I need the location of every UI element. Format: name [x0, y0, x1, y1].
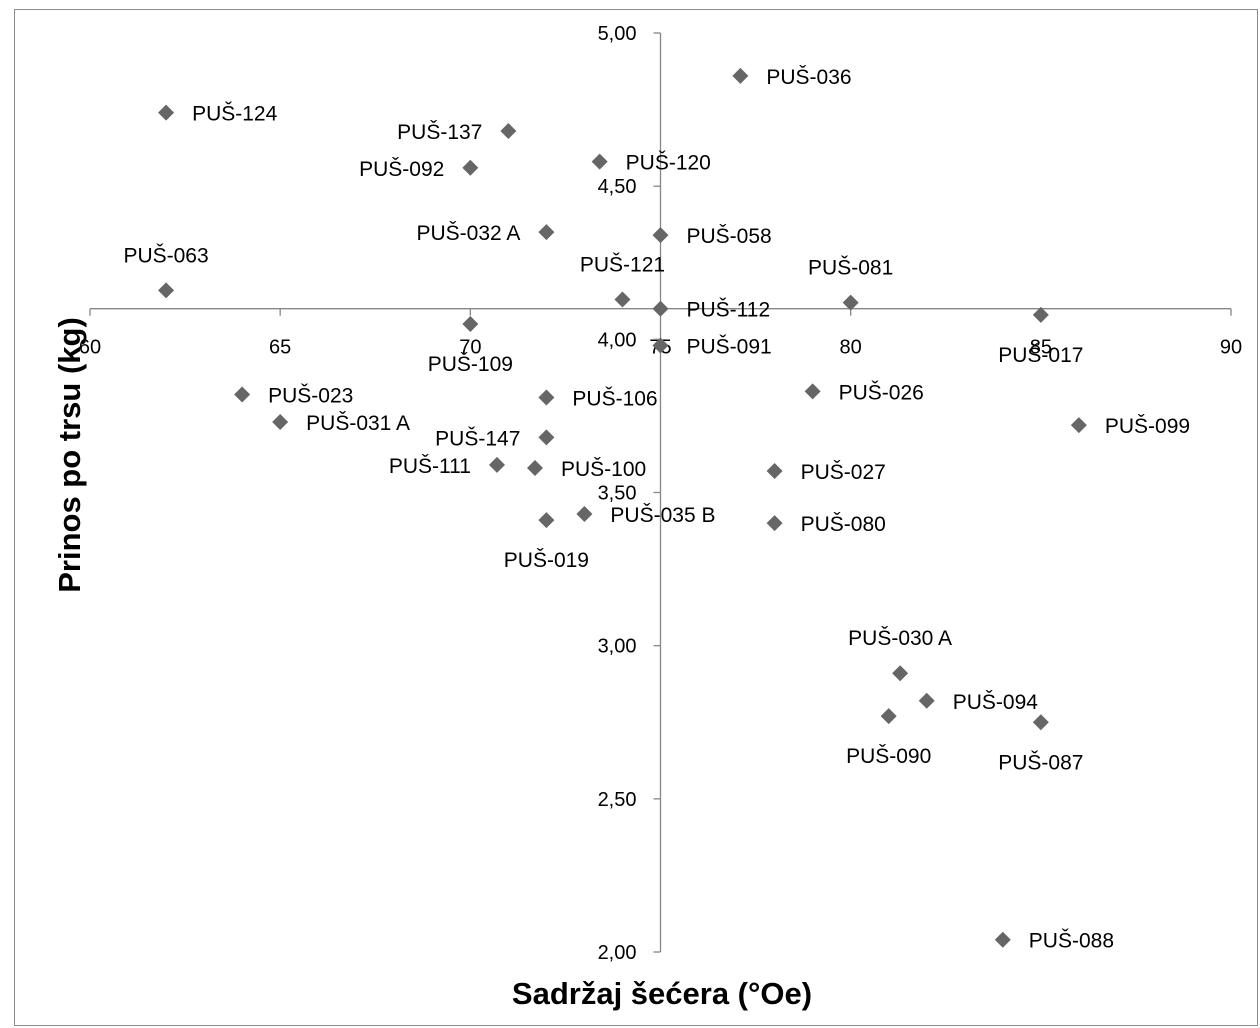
data-point-label: PUŠ-017 [998, 344, 1083, 367]
data-point-label: PUŠ-121 [580, 254, 665, 277]
y-tick-label: 4,00 [598, 329, 637, 351]
data-point-marker [462, 316, 479, 333]
data-points: PUŠ-036 PUŠ-124 PUŠ-137 PUŠ-092 PUŠ-120 PUŠ-0… [123, 66, 1190, 953]
y-tick-label: 3,00 [598, 636, 637, 658]
data-point-marker [842, 294, 859, 311]
data-point-marker [488, 456, 505, 473]
data-point-marker [766, 463, 783, 480]
data-point-label: PUŠ-035 B [610, 504, 715, 527]
y-axis-title: Prinos po trsu (kg) [52, 317, 87, 593]
y-tick-label: 4,50 [598, 176, 637, 198]
data-point-marker [766, 515, 783, 532]
data-point-label: PUŠ-030 A [848, 627, 952, 650]
data-point-marker [994, 931, 1011, 948]
y-axis-ticks: 2,00 2,50 3,00 3,50 4,00 4,50 5,00 [598, 23, 661, 964]
data-point-label: PUŠ-026 [839, 381, 924, 404]
data-point-marker [1032, 714, 1049, 731]
data-point-marker [652, 337, 669, 354]
data-point-label: PUŠ-027 [801, 461, 886, 484]
x-tick-label: 60 [79, 337, 101, 359]
data-point-label: PUŠ-080 [801, 513, 886, 536]
data-point-marker [158, 282, 175, 299]
data-point-marker [158, 104, 175, 121]
data-point-marker [234, 386, 251, 403]
data-point-label: PUŠ-112 [687, 299, 771, 322]
data-point-marker [538, 224, 555, 241]
data-point-marker [804, 383, 821, 400]
data-point-label: PUŠ-120 [626, 152, 711, 175]
x-axis-ticks: 60657075808590 [79, 308, 1242, 359]
data-point-label: PUŠ-111 [389, 455, 471, 478]
x-tick-label: 70 [459, 337, 481, 359]
x-tick-label: 85 [1030, 337, 1052, 359]
data-point-label: PUŠ-063 [123, 244, 208, 267]
data-point-marker [732, 67, 749, 84]
y-tick-label: 2,00 [598, 942, 637, 964]
y-tick-label: 3,50 [598, 483, 637, 505]
data-point-label: PUŠ-124 [192, 103, 278, 126]
data-point-marker [652, 300, 669, 317]
data-point-marker [500, 123, 517, 140]
data-point-label: PUŠ-109 [428, 353, 513, 376]
data-point-marker [538, 512, 555, 529]
data-point-marker [526, 459, 543, 476]
y-tick-label: 2,50 [598, 789, 637, 811]
data-point-label: PUŠ-094 [953, 691, 1039, 714]
data-point-label: PUŠ-091 [687, 335, 772, 358]
data-point-label: PUŠ-031 A [306, 412, 410, 435]
x-axis-title: Sadržaj šećera (°Oe) [512, 976, 812, 1011]
data-point-marker [591, 153, 608, 170]
data-point-label: PUŠ-090 [846, 745, 931, 768]
y-tick-label: 5,00 [598, 23, 637, 45]
x-tick-label: 90 [1220, 337, 1242, 359]
data-point-marker [1032, 306, 1049, 323]
data-point-label: PUŠ-099 [1105, 415, 1190, 438]
data-point-marker [652, 227, 669, 244]
data-point-label: PUŠ-019 [504, 549, 589, 572]
data-point-label: PUŠ-032 A [416, 222, 520, 245]
data-point-label: PUŠ-088 [1029, 930, 1114, 953]
data-point-marker [918, 692, 935, 709]
data-point-label: PUŠ-147 [435, 427, 520, 450]
chart-frame [14, 9, 1258, 1026]
x-tick-label: 80 [840, 337, 862, 359]
data-point-label: PUŠ-081 [808, 257, 893, 280]
data-point-label: PUŠ-137 [397, 121, 482, 144]
x-tick-label: 65 [269, 337, 291, 359]
data-point-marker [880, 708, 897, 725]
data-point-marker [892, 665, 909, 682]
data-point-label: PUŠ-087 [998, 751, 1083, 774]
data-point-marker [1070, 417, 1087, 434]
data-point-marker [462, 159, 479, 176]
data-point-label: PUŠ-036 [766, 66, 851, 89]
data-point-marker [614, 291, 631, 308]
data-point-label: PUŠ-023 [268, 384, 353, 407]
data-point-marker [272, 414, 289, 431]
data-point-label: PUŠ-058 [687, 225, 772, 248]
data-point-marker [538, 389, 555, 406]
data-point-marker [538, 429, 555, 446]
data-point-label: PUŠ-092 [359, 158, 444, 181]
data-point-label: PUŠ-106 [572, 388, 657, 411]
data-point-label: PUŠ-100 [561, 458, 646, 481]
data-point-marker [576, 505, 593, 522]
